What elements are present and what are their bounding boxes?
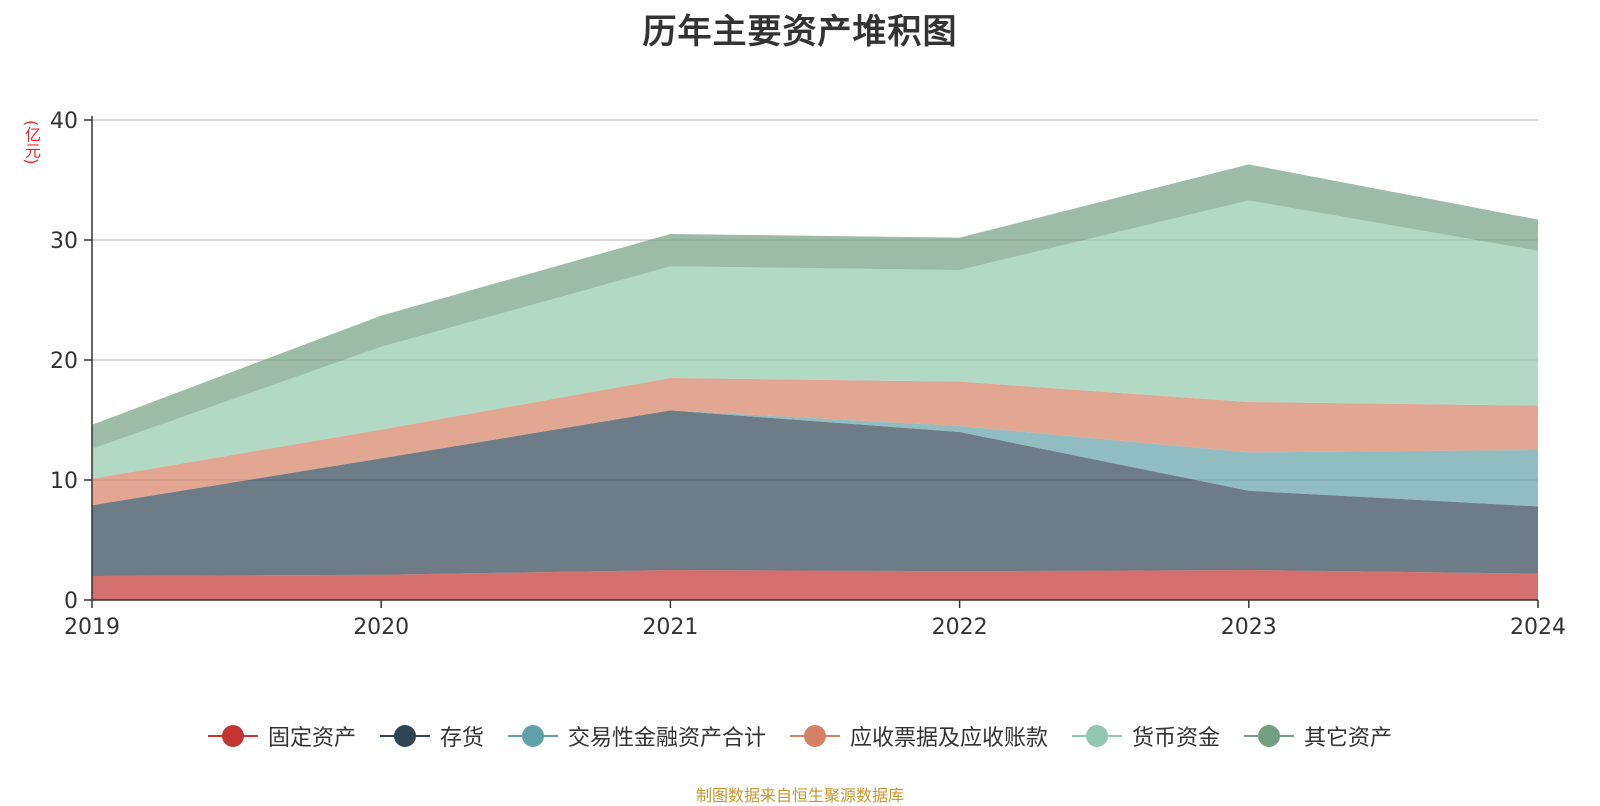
area-series-4 (92, 200, 1538, 479)
x-tick-label: 2024 (1510, 615, 1566, 640)
legend-item-2[interactable]: 交易性金融资产合计 (507, 720, 766, 752)
y-tick-label: 20 (50, 349, 78, 374)
legend-marker-icon (507, 724, 558, 748)
area-series-2 (92, 410, 1538, 507)
legend-item-3[interactable]: 应收票据及应收账款 (790, 720, 1048, 752)
legend-label: 固定资产 (267, 726, 356, 751)
legend-label: 其它资产 (1304, 726, 1393, 751)
x-tick-label: 2022 (932, 615, 988, 640)
area-series-5 (92, 164, 1538, 449)
x-tick-label: 2019 (64, 615, 120, 640)
legend-label: 货币资金 (1132, 726, 1221, 751)
legend-label: 应收票据及应收账款 (850, 726, 1049, 751)
chart-title: 历年主要资产堆积图 (642, 12, 958, 52)
legend-marker-icon (207, 724, 258, 748)
y-axis-unit-label: (亿元) (22, 120, 41, 165)
y-tick-label: 30 (50, 229, 78, 254)
x-tick-label: 2020 (353, 615, 409, 640)
legend-marker-icon (1072, 724, 1123, 748)
legend-marker-icon (379, 724, 430, 748)
legend-item-5[interactable]: 其它资产 (1244, 720, 1392, 752)
area-series-1 (92, 410, 1538, 576)
area-series-0 (92, 570, 1538, 600)
area-series-3 (92, 378, 1538, 506)
legend-item-1[interactable]: 存货 (379, 720, 484, 752)
y-tick-label: 10 (50, 469, 78, 494)
source-note: 制图数据来自恒生聚源数据库 (695, 786, 904, 805)
legend-item-0[interactable]: 固定资产 (207, 720, 356, 752)
y-tick-label: 0 (64, 589, 78, 614)
legend-label: 存货 (439, 726, 484, 751)
legend: 固定资产 存货 交易性金融资产合计 应收票据及应收账款 货币资金 其它资产 (0, 720, 1600, 752)
x-tick-label: 2023 (1221, 615, 1277, 640)
legend-label: 交易性金融资产合计 (567, 726, 766, 751)
y-tick-label: 40 (50, 109, 78, 134)
legend-marker-icon (1244, 724, 1295, 748)
legend-item-4[interactable]: 货币资金 (1072, 720, 1220, 752)
x-tick-label: 2021 (642, 615, 698, 640)
legend-marker-icon (790, 724, 840, 748)
